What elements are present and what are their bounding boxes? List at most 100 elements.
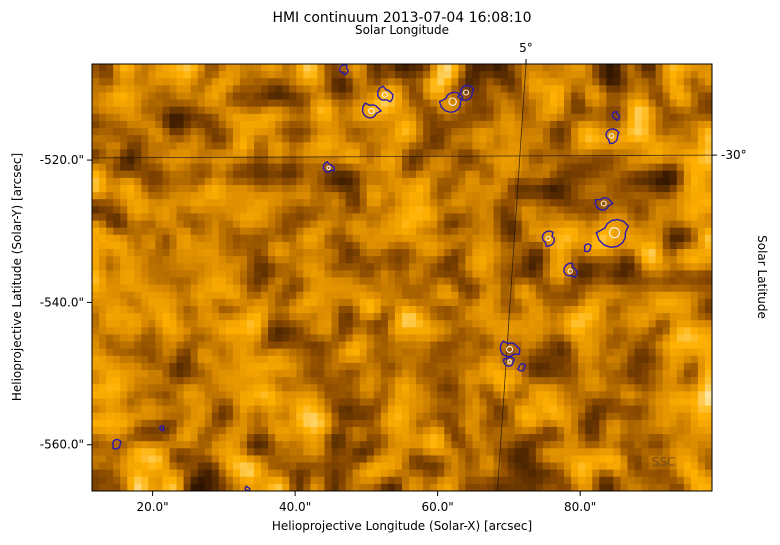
- heatmap-cell: [500, 92, 509, 101]
- heatmap-cell: [571, 398, 579, 407]
- heatmap-cell: [176, 462, 185, 471]
- heatmap-cell: [197, 135, 206, 143]
- heatmap-cell: [648, 213, 657, 222]
- heatmap-cell: [542, 170, 551, 179]
- heatmap-cell: [183, 434, 192, 442]
- heatmap-cell: [521, 177, 530, 186]
- heatmap-cell: [211, 71, 220, 79]
- heatmap-cell: [458, 192, 467, 200]
- heatmap-cell: [190, 341, 199, 350]
- heatmap-cell: [303, 448, 312, 457]
- heatmap-cell: [155, 355, 164, 364]
- heatmap-cell: [458, 419, 467, 428]
- heatmap-cell: [648, 99, 657, 108]
- heatmap-cell: [578, 305, 586, 314]
- heatmap-cell: [197, 277, 206, 286]
- heatmap-cell: [225, 334, 234, 343]
- heatmap-cell: [648, 220, 657, 229]
- heatmap-cell: [190, 370, 199, 378]
- heatmap-cell: [127, 64, 135, 72]
- heatmap-cell: [613, 270, 622, 279]
- heatmap-cell: [289, 177, 297, 186]
- heatmap-cell: [697, 113, 706, 122]
- heatmap-cell: [268, 92, 276, 101]
- heatmap-cell: [641, 241, 650, 250]
- heatmap-cell: [183, 263, 192, 271]
- heatmap-cell: [324, 227, 333, 236]
- heatmap-cell: [190, 305, 199, 314]
- heatmap-cell: [366, 206, 375, 215]
- heatmap-cell: [669, 234, 678, 243]
- heatmap-cell: [275, 298, 283, 307]
- heatmap-cell: [92, 71, 100, 79]
- heatmap-cell: [479, 305, 488, 314]
- heatmap-cell: [232, 135, 241, 143]
- heatmap-cell: [444, 92, 452, 101]
- heatmap-cell: [627, 419, 636, 428]
- heatmap-cell: [662, 199, 671, 207]
- heatmap-cell: [451, 398, 459, 407]
- heatmap-cell: [655, 64, 664, 72]
- heatmap-cell: [514, 149, 523, 158]
- heatmap-cell: [141, 362, 149, 371]
- heatmap-cell: [155, 149, 164, 158]
- heatmap-cell: [345, 256, 354, 264]
- heatmap-cell: [345, 78, 354, 86]
- heatmap-cell: [507, 234, 516, 243]
- heatmap-cell: [232, 277, 241, 286]
- heatmap-cell: [134, 135, 142, 143]
- heatmap-cell: [500, 419, 509, 428]
- heatmap-cell: [472, 92, 481, 101]
- heatmap-cell: [239, 313, 248, 321]
- heatmap-cell: [261, 362, 269, 371]
- heatmap-cell: [528, 213, 537, 222]
- heatmap-cell: [535, 78, 544, 86]
- heatmap-cell: [211, 234, 220, 243]
- heatmap-cell: [387, 113, 396, 122]
- heatmap-cell: [514, 412, 523, 421]
- heatmap-cell: [683, 163, 692, 172]
- heatmap-cell: [613, 341, 622, 350]
- heatmap-cell: [261, 391, 269, 400]
- heatmap-cell: [239, 199, 248, 207]
- heatmap-cell: [542, 370, 551, 378]
- heatmap-cell: [613, 142, 622, 150]
- heatmap-cell: [204, 184, 213, 193]
- heatmap-cell: [472, 184, 481, 193]
- heatmap-cell: [148, 71, 157, 79]
- heatmap-cell: [444, 270, 452, 279]
- heatmap-cell: [99, 270, 107, 279]
- heatmap-cell: [366, 327, 375, 336]
- heatmap-cell: [627, 199, 636, 207]
- heatmap-cell: [409, 64, 417, 72]
- heatmap-cell: [317, 142, 326, 150]
- heatmap-cell: [528, 426, 537, 435]
- heatmap-cell: [507, 348, 516, 357]
- heatmap-cell: [169, 64, 178, 72]
- heatmap-cell: [627, 78, 636, 86]
- heatmap-cell: [127, 113, 135, 122]
- heatmap-cell: [352, 227, 361, 236]
- heatmap-cell: [324, 206, 333, 215]
- heatmap-cell: [683, 113, 692, 122]
- heatmap-cell: [416, 249, 424, 257]
- heatmap-cell: [106, 156, 114, 165]
- heatmap-cell: [169, 163, 178, 172]
- heatmap-cell: [634, 177, 643, 186]
- heatmap-cell: [704, 170, 712, 179]
- heatmap-cell: [282, 213, 290, 222]
- heatmap-cell: [232, 184, 241, 193]
- heatmap-cell: [366, 135, 375, 143]
- heatmap-cell: [599, 163, 607, 172]
- heatmap-cell: [535, 327, 544, 336]
- heatmap-cell: [120, 199, 128, 207]
- heatmap-cell: [394, 298, 403, 307]
- heatmap-cell: [571, 142, 579, 150]
- heatmap-cell: [592, 206, 600, 215]
- heatmap-cell: [275, 78, 283, 86]
- heatmap-cell: [331, 170, 340, 179]
- heatmap-cell: [648, 277, 657, 286]
- heatmap-cell: [261, 334, 269, 343]
- heatmap-cell: [402, 234, 410, 243]
- heatmap-cell: [416, 241, 424, 250]
